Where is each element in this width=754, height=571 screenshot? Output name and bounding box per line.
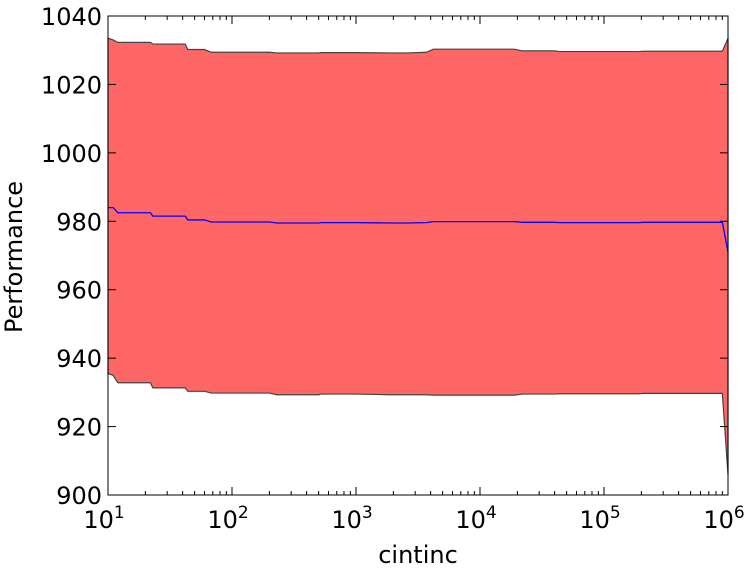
- x-tick-label: 104: [455, 503, 496, 534]
- y-tick-label: 960: [56, 277, 102, 305]
- y-tick-label: 920: [56, 414, 102, 442]
- std-band: [107, 37, 729, 475]
- y-axis-title: Performance: [0, 181, 28, 333]
- x-tick-label: 103: [331, 503, 372, 534]
- x-tick-label: 101: [83, 503, 124, 534]
- y-tick-label: 900: [56, 482, 102, 510]
- axes: 900 920 940 960 980 1000 1020 1040 101 102 103 104 1…: [41, 3, 745, 534]
- y-tick-label: 1020: [41, 71, 102, 99]
- mean-line: [108, 206, 729, 253]
- x-tick-label: 106: [703, 503, 744, 534]
- x-tick-label: 105: [579, 503, 620, 534]
- y-tick-label: 980: [56, 208, 102, 236]
- y-tick-label: 1040: [41, 3, 102, 31]
- y-tick-label: 940: [56, 345, 102, 373]
- plot-frame: [107, 15, 729, 496]
- y-tick-label: 1000: [41, 140, 102, 168]
- plot-area: [107, 37, 729, 475]
- x-tick-label: 102: [207, 503, 248, 534]
- x-axis-title: cintinc: [378, 541, 458, 569]
